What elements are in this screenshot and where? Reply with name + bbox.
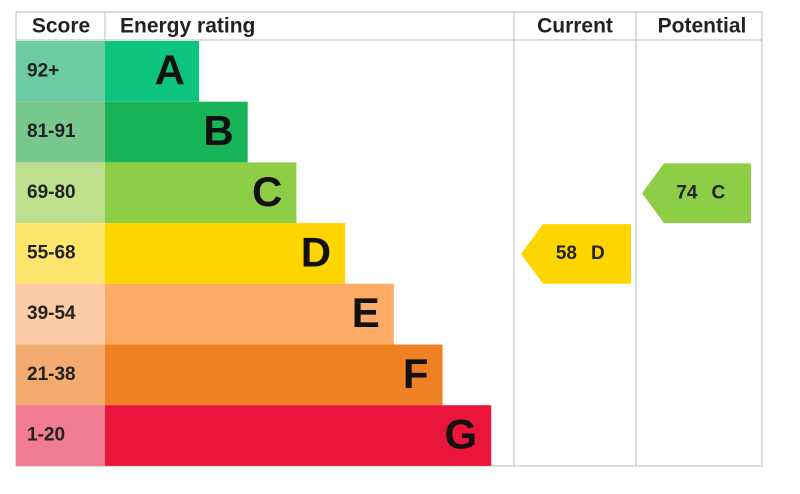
current-value: 58	[556, 243, 577, 264]
rating-bar	[105, 41, 199, 102]
rating-bar	[105, 223, 346, 284]
band-letter: D	[301, 229, 331, 276]
score-range: 1-20	[27, 425, 65, 446]
current-arrow	[521, 224, 631, 284]
score-range: 39-54	[27, 303, 76, 324]
band-letter: G	[445, 411, 478, 458]
score-cell	[16, 405, 105, 466]
score-cell	[16, 283, 105, 345]
potential-rating: C	[712, 182, 726, 203]
score-range: 69-80	[27, 182, 76, 203]
band-letter: E	[352, 289, 380, 336]
rating-bar	[105, 101, 248, 163]
rating-bar	[105, 344, 443, 406]
band-letter: A	[155, 46, 185, 93]
rating-bar	[105, 405, 492, 466]
score-cell	[16, 223, 105, 284]
band-letter: B	[203, 107, 233, 154]
score-cell	[16, 344, 105, 406]
score-range: 55-68	[27, 242, 76, 263]
score-range: 81-91	[27, 121, 76, 142]
band-letter: C	[252, 168, 282, 215]
score-cell	[16, 41, 105, 102]
rating-bar	[105, 162, 297, 224]
header-potential: Potential	[658, 15, 747, 38]
rating-bar	[105, 283, 394, 345]
score-range: 92+	[27, 60, 59, 81]
band-letter: F	[403, 350, 429, 397]
header-energy-rating: Energy rating	[120, 15, 255, 38]
score-cell	[16, 162, 105, 224]
score-cell	[16, 101, 105, 163]
potential-arrow	[642, 163, 751, 224]
header-current: Current	[537, 15, 613, 38]
potential-value: 74	[676, 182, 698, 203]
current-rating: D	[591, 243, 605, 264]
score-range: 21-38	[27, 364, 76, 385]
header-score: Score	[32, 15, 90, 38]
